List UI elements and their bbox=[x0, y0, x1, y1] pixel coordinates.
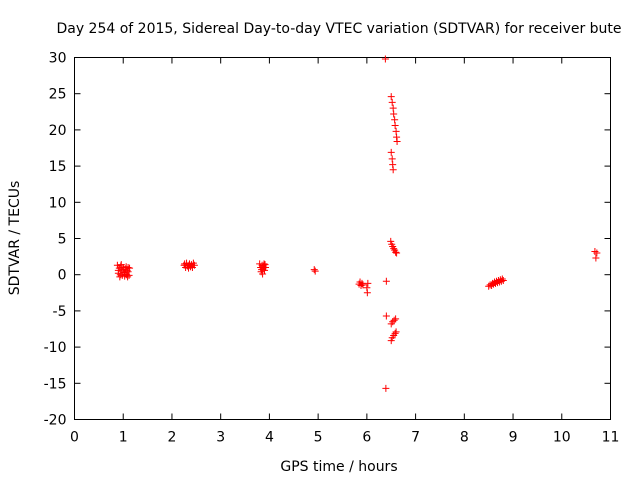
data-point bbox=[124, 263, 132, 271]
data-point bbox=[258, 266, 266, 274]
data-point bbox=[387, 337, 395, 345]
data-point bbox=[364, 279, 372, 287]
data-point bbox=[389, 318, 397, 326]
y-tick-label: -20 bbox=[44, 413, 67, 429]
data-point bbox=[387, 148, 395, 156]
y-axis-label: SDTVAR / TECUs bbox=[7, 181, 23, 296]
chart-title: Day 254 of 2015, Sidereal Day-to-day VTE… bbox=[56, 21, 621, 37]
x-tick-label: 10 bbox=[553, 430, 571, 446]
data-point bbox=[117, 261, 125, 269]
x-tick-label: 7 bbox=[411, 430, 420, 446]
y-tick-label: 15 bbox=[49, 159, 67, 175]
data-point bbox=[392, 328, 400, 336]
data-point bbox=[363, 289, 371, 297]
data-point bbox=[387, 237, 395, 245]
data-point bbox=[592, 254, 600, 262]
x-tick-label: 11 bbox=[602, 430, 620, 446]
data-point bbox=[359, 281, 367, 289]
y-tick-label: -10 bbox=[44, 340, 67, 356]
x-tick-label: 0 bbox=[70, 430, 79, 446]
data-point bbox=[126, 264, 134, 272]
data-point bbox=[390, 316, 398, 324]
data-point bbox=[390, 110, 398, 118]
data-point bbox=[260, 260, 268, 268]
plot-frame bbox=[74, 57, 611, 420]
x-tick-label: 8 bbox=[460, 430, 469, 446]
data-point bbox=[388, 98, 396, 106]
data-point bbox=[593, 249, 601, 257]
data-point bbox=[124, 273, 132, 281]
y-tick-label: 5 bbox=[58, 232, 67, 248]
y-tick-label: -15 bbox=[44, 376, 67, 392]
data-point bbox=[125, 271, 133, 279]
x-tick-label: 4 bbox=[265, 430, 274, 446]
data-point bbox=[311, 267, 319, 275]
data-point bbox=[119, 266, 127, 274]
data-point bbox=[389, 166, 397, 174]
data-point bbox=[262, 263, 270, 271]
data-point bbox=[499, 276, 507, 284]
data-point bbox=[392, 315, 400, 323]
x-tick-label: 6 bbox=[362, 430, 371, 446]
data-point bbox=[382, 384, 390, 392]
data-point bbox=[382, 312, 390, 320]
y-ticks: -20 -15 -10 -5 0 5 10 15 20 25 30 bbox=[44, 51, 611, 429]
data-point bbox=[181, 260, 189, 268]
data-point bbox=[393, 249, 401, 257]
data-point bbox=[116, 271, 124, 279]
data-point bbox=[485, 282, 493, 290]
data-points bbox=[113, 55, 601, 392]
data-point bbox=[358, 279, 366, 287]
data-point bbox=[310, 266, 318, 274]
data-point bbox=[185, 261, 193, 269]
data-point bbox=[498, 275, 506, 283]
data-point bbox=[393, 137, 401, 145]
x-tick-label: 5 bbox=[314, 430, 323, 446]
y-tick-label: 30 bbox=[49, 51, 67, 67]
y-tick-label: 25 bbox=[49, 87, 67, 103]
data-point bbox=[391, 329, 399, 337]
y-tick-label: 10 bbox=[49, 195, 67, 211]
x-tick-label: 3 bbox=[216, 430, 225, 446]
y-tick-label: -5 bbox=[53, 304, 67, 320]
y-tick-label: 0 bbox=[58, 268, 67, 284]
x-ticks: 0 1 2 3 4 5 6 7 8 9 10 11 bbox=[70, 57, 620, 446]
x-axis-label: GPS time / hours bbox=[280, 459, 397, 475]
data-point bbox=[387, 93, 395, 101]
x-tick-label: 2 bbox=[167, 430, 176, 446]
data-point bbox=[392, 248, 400, 256]
data-point bbox=[114, 266, 122, 274]
data-point bbox=[591, 248, 599, 256]
x-tick-label: 9 bbox=[509, 430, 518, 446]
data-point bbox=[391, 122, 399, 130]
data-point bbox=[381, 55, 389, 63]
data-point bbox=[382, 277, 390, 285]
x-tick-label: 1 bbox=[119, 430, 128, 446]
data-point bbox=[390, 245, 398, 253]
y-tick-label: 20 bbox=[49, 123, 67, 139]
